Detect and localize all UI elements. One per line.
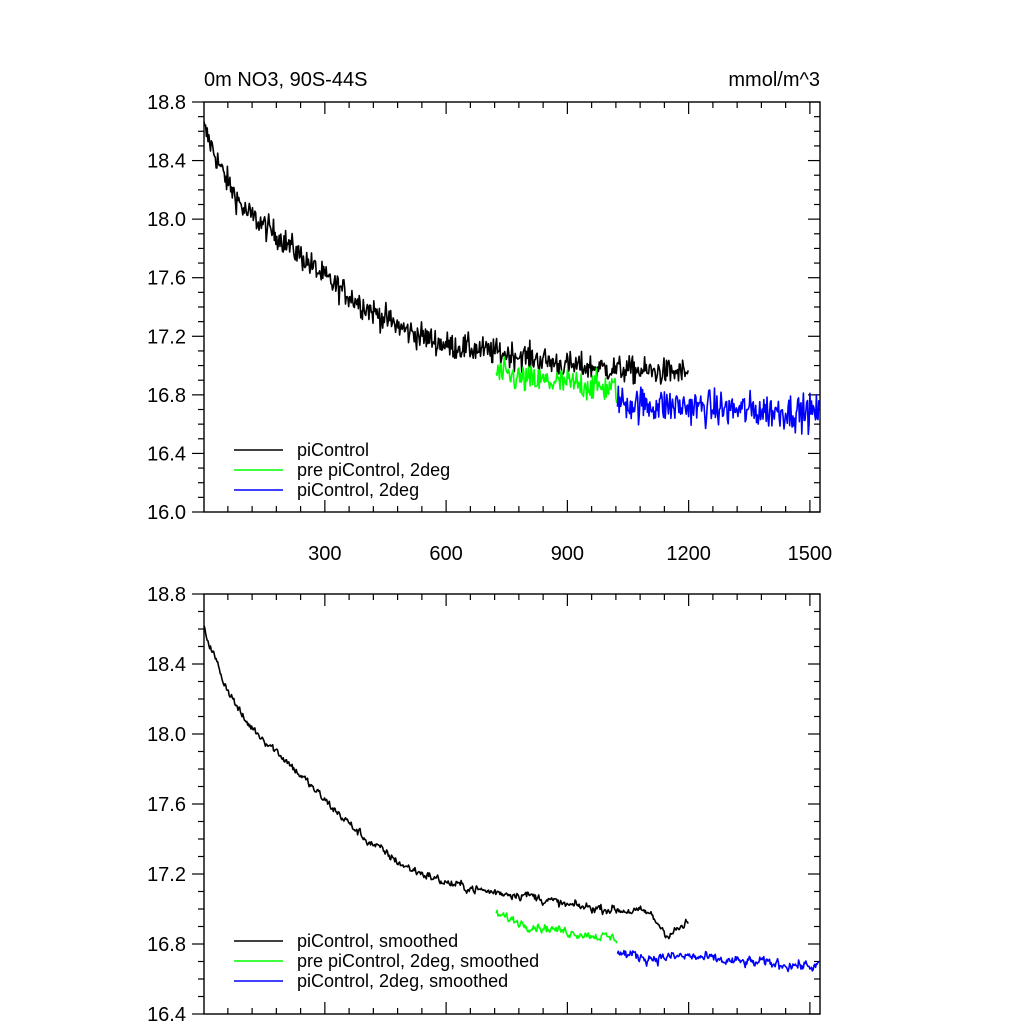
y-tick-label: 17.2 (147, 326, 186, 348)
y-tick-label: 18.0 (147, 724, 186, 746)
y-tick-label: 16.8 (147, 934, 186, 956)
top-x-tick-labels: 300 600 900 1200 1500 (308, 543, 832, 565)
y-tick-label: 17.6 (147, 794, 186, 816)
y-tick-label: 18.4 (147, 654, 186, 676)
y-tick-label: 16.4 (147, 1004, 186, 1024)
y-tick-label: 18.0 (147, 209, 186, 231)
units-label: mmol/m^3 (728, 69, 820, 91)
series-line-picontrol (203, 121, 689, 385)
y-tick-label: 16.4 (147, 443, 186, 465)
x-tick-label: 300 (308, 543, 341, 565)
top-panel: 16.0 16.4 16.8 17.2 17.6 18.0 18.4 18.8 300 600 9… (147, 92, 832, 565)
bottom-legend: piControl, smoothed pre piControl, 2deg,… (234, 931, 539, 991)
x-tick-label: 600 (429, 543, 462, 565)
legend-label-picontrol-smoothed: piControl, smoothed (297, 931, 458, 951)
series-line-picontrol-2deg (616, 385, 820, 436)
y-tick-label: 16.8 (147, 385, 186, 407)
y-tick-label: 17.2 (147, 864, 186, 886)
legend-label-pre-picontrol-2deg: pre piControl, 2deg (297, 460, 450, 480)
y-tick-label: 16.0 (147, 502, 186, 524)
legend-label-pre-picontrol-2deg-smoothed: pre piControl, 2deg, smoothed (297, 951, 539, 971)
legend-label-picontrol: piControl (297, 440, 369, 460)
x-tick-label: 1500 (788, 543, 833, 565)
top-y-tick-labels: 16.0 16.4 16.8 17.2 17.6 18.0 18.4 18.8 (147, 92, 186, 524)
y-tick-label: 17.6 (147, 268, 186, 290)
y-tick-label: 18.4 (147, 151, 186, 173)
legend-label-picontrol-2deg-smoothed: piControl, 2deg, smoothed (297, 971, 508, 991)
x-tick-label: 1200 (666, 543, 711, 565)
bottom-y-tick-labels: 16.4 16.8 17.2 17.6 18.0 18.4 18.8 (147, 584, 186, 1024)
series-line-picontrol-smoothed (203, 625, 689, 940)
bottom-plot-frame (203, 593, 821, 1015)
bottom-panel: 16.4 16.8 17.2 17.6 18.0 18.4 18.8 piControl, … (147, 584, 821, 1024)
top-axis-ticks (192, 101, 820, 513)
top-plot-frame (203, 101, 821, 513)
y-tick-label: 18.8 (147, 92, 186, 114)
series-line-pre-picontrol-2deg (495, 355, 618, 404)
x-tick-label: 900 (551, 543, 584, 565)
chart-title: 0m NO3, 90S-44S (204, 69, 367, 91)
series-line-pre-picontrol-2deg-smoothed (495, 909, 618, 944)
series-line-picontrol-2deg-smoothed (616, 949, 820, 973)
legend-label-picontrol-2deg: piControl, 2deg (297, 480, 419, 500)
bottom-axis-ticks (192, 593, 820, 1015)
bottom-series-lines (203, 625, 820, 973)
y-tick-label: 18.8 (147, 584, 186, 606)
top-legend: piControl pre piControl, 2deg piControl,… (234, 440, 450, 500)
top-series-lines (203, 121, 820, 436)
